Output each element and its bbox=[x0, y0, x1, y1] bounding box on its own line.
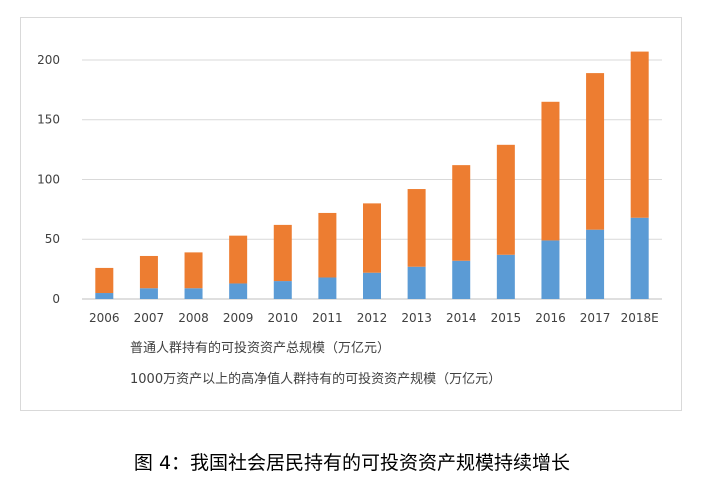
bar-general-population bbox=[318, 212, 337, 278]
x-tick-label: 2009 bbox=[223, 311, 254, 325]
bar-high-net-worth bbox=[586, 229, 605, 299]
y-tick-label: 0 bbox=[52, 292, 60, 306]
x-tick-label: 2006 bbox=[89, 311, 120, 325]
x-tick-label: 2017 bbox=[580, 311, 611, 325]
legend: 普通人群持有的可投资资产总规模（万亿元） 1000万资产以上的高净值人群持有的可投… bbox=[130, 340, 501, 387]
bar-general-population bbox=[586, 73, 605, 230]
y-tick-label: 50 bbox=[45, 232, 60, 246]
bar-high-net-worth bbox=[273, 281, 292, 299]
bar-general-population bbox=[273, 224, 292, 282]
x-tick-label: 2014 bbox=[446, 311, 477, 325]
x-tick-label: 2010 bbox=[267, 311, 298, 325]
bar-general-population bbox=[184, 252, 203, 289]
y-tick-label: 100 bbox=[37, 172, 60, 186]
bar-high-net-worth bbox=[407, 266, 426, 299]
figure-caption: 图 4：我国社会居民持有的可投资资产规模持续增长 bbox=[133, 452, 571, 474]
bar-high-net-worth bbox=[496, 254, 515, 299]
bar-general-population bbox=[496, 144, 515, 255]
bars bbox=[95, 51, 649, 299]
bar-general-population bbox=[139, 255, 158, 289]
bar-general-population bbox=[630, 51, 649, 218]
x-axis-ticks: 2006 2007 2008 2009 2010 2011 2012 2013 2014 2015… bbox=[89, 311, 659, 325]
bar-high-net-worth bbox=[630, 217, 649, 299]
bar-general-population bbox=[95, 267, 114, 294]
chart-frame bbox=[20, 17, 682, 411]
x-tick-label: 2016 bbox=[535, 311, 566, 325]
legend-general-population: 普通人群持有的可投资资产总规模（万亿元） bbox=[130, 340, 390, 356]
bar-general-population bbox=[452, 165, 471, 261]
y-tick-label: 150 bbox=[37, 113, 60, 127]
x-tick-label: 2011 bbox=[312, 311, 343, 325]
bar-high-net-worth bbox=[318, 277, 337, 299]
x-tick-label: 2015 bbox=[491, 311, 522, 325]
bar-high-net-worth bbox=[139, 288, 158, 299]
bar-high-net-worth bbox=[184, 288, 203, 299]
bar-general-population bbox=[407, 189, 426, 267]
bar-high-net-worth bbox=[452, 260, 471, 299]
x-tick-label: 2007 bbox=[134, 311, 165, 325]
bar-high-net-worth bbox=[541, 240, 560, 299]
legend-high-net-worth: 1000万资产以上的高净值人群持有的可投资资产规模（万亿元） bbox=[130, 371, 501, 387]
bar-general-population bbox=[541, 101, 560, 241]
bar-high-net-worth bbox=[363, 272, 381, 299]
x-tick-label: 2013 bbox=[401, 311, 432, 325]
y-axis-ticks: 0 50 100 150 200 bbox=[37, 53, 60, 306]
bar-general-population bbox=[363, 203, 381, 273]
bar-high-net-worth bbox=[229, 283, 248, 299]
x-tick-label: 2008 bbox=[178, 311, 209, 325]
x-tick-label: 2018E bbox=[621, 311, 659, 325]
stacked-bar-chart: 0 50 100 150 200 2006 2007 2008 2009 2010 2011 201… bbox=[37, 51, 662, 387]
bar-high-net-worth bbox=[95, 293, 114, 299]
x-tick-label: 2012 bbox=[357, 311, 388, 325]
y-tick-label: 200 bbox=[37, 53, 60, 67]
bar-general-population bbox=[229, 235, 248, 284]
